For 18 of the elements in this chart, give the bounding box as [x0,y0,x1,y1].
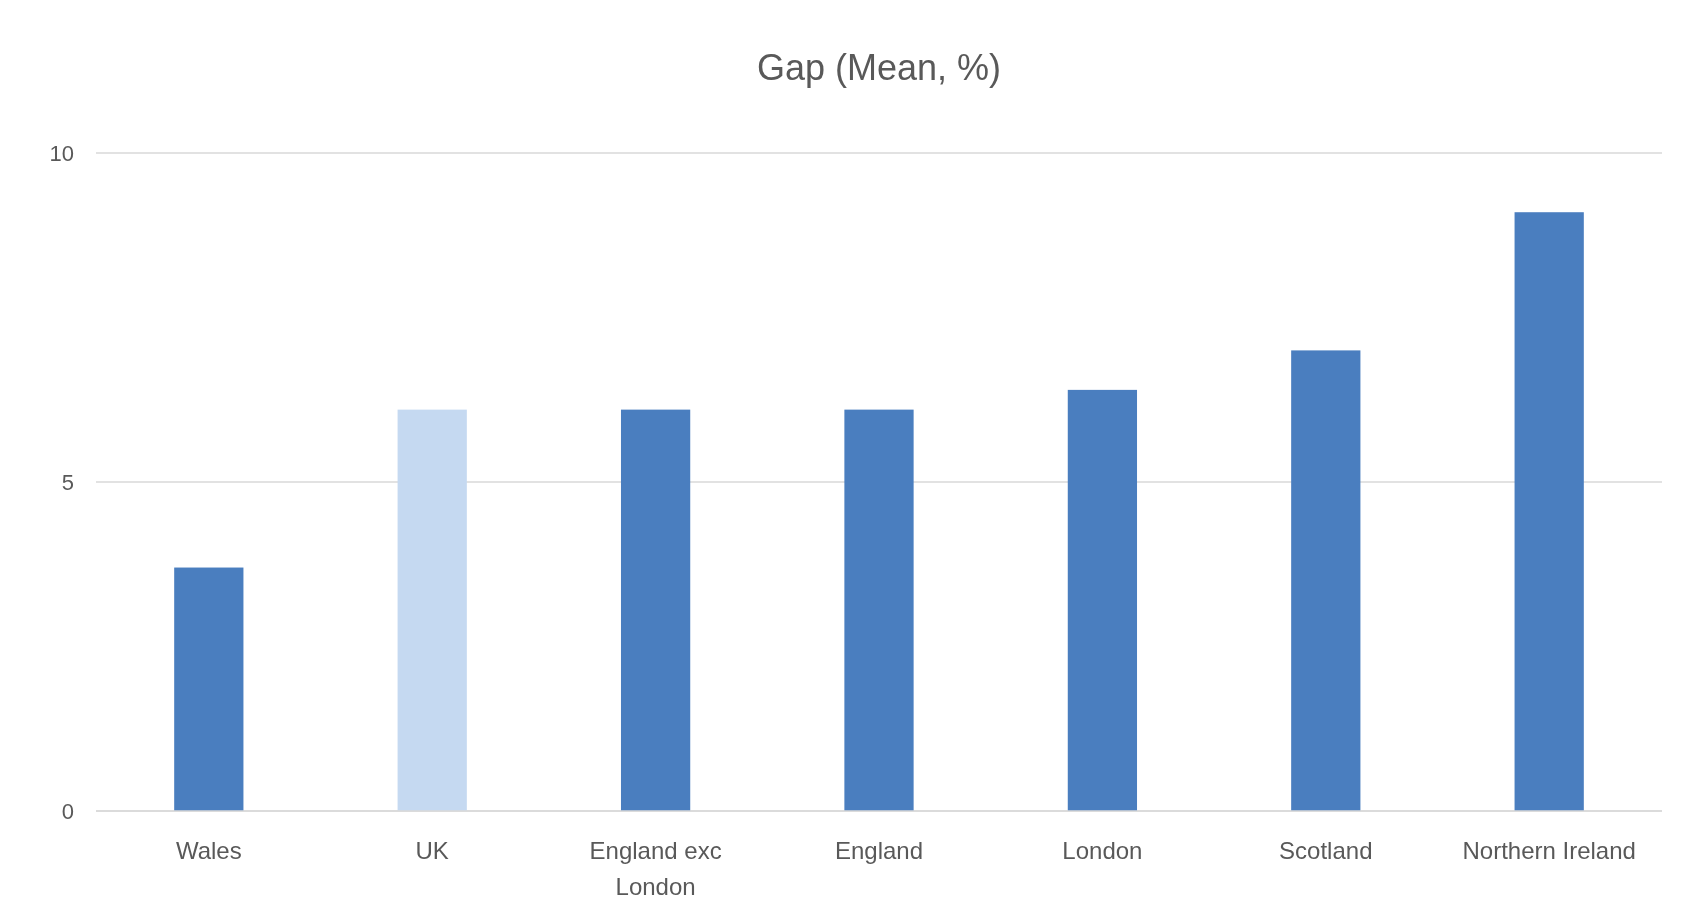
bar [397,409,467,811]
x-tick-label: England exc London [589,837,722,900]
y-tick-label: 10 [49,140,74,166]
bar [1291,350,1361,811]
x-tick-label: Scotland [1279,837,1373,864]
x-tick-label: Northern Ireland [1462,837,1636,864]
y-tick-label: 5 [61,469,74,495]
bar [844,409,914,811]
bar [1514,212,1584,811]
x-tick-label: London [1062,837,1143,864]
bar [1067,389,1138,811]
bar [620,409,691,811]
bar [174,567,244,811]
x-tick-label: England [834,837,924,864]
y-tick-label: 0 [61,798,74,824]
chart-title: Gap (Mean, %) [756,47,1002,88]
x-tick-label: Wales [175,837,242,864]
x-tick-label: UK [415,837,449,864]
